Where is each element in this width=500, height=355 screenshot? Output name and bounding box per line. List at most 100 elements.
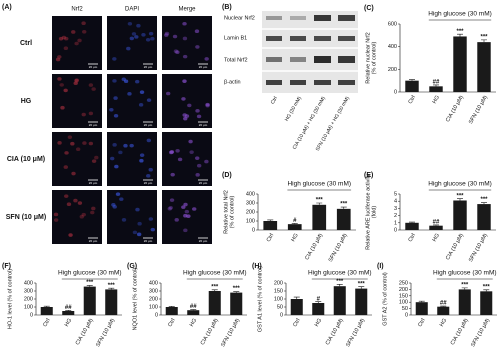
panel-label: (D) [222,172,232,179]
x-tick-label: Ctrl [408,95,417,105]
scale-bar-label: 20 μm [144,181,153,185]
scale-bar-label: 20 μm [144,239,153,243]
error-bar [461,287,468,290]
cell [141,32,146,37]
x-tick-label: HG [432,233,441,243]
x-tick-label: CIA (10 μM) [304,233,324,262]
y-tick-label: 400 [246,191,255,197]
row-label: Ctrl [20,40,32,47]
cell [129,36,135,41]
cell [88,111,94,116]
cell [169,198,175,202]
bar [477,204,491,230]
error-bar [340,206,347,209]
cell [91,159,97,163]
bar [287,224,302,230]
cell [67,135,73,139]
cell [64,36,69,41]
bar [429,86,443,92]
panel-label: (A) [2,4,12,11]
x-tick-label: Ctrl [417,318,426,328]
bar [415,302,428,315]
cell [172,34,178,39]
cell [109,107,114,112]
error-bar [315,301,322,303]
significance-label: *** [456,193,464,199]
error-bar [233,291,240,293]
cell [53,218,59,222]
cell [182,21,187,26]
y-tick-label: 100 [24,304,33,310]
cell [79,214,84,219]
cell [146,174,151,178]
scale-bar-label: 20 μm [199,181,208,185]
band [338,36,355,41]
cell [64,151,69,155]
x-tick-label: SFN (10 μM) [468,233,489,264]
y-tick-label: 0 [280,312,283,318]
cell [148,167,153,172]
micrograph [52,132,102,186]
cell [63,88,68,93]
cell [188,139,193,144]
y-axis-label: Relative nuclear Nrf2 [365,32,371,83]
cell [205,102,210,107]
annotation: High glucose (30 mM) [183,270,247,277]
cell [134,35,139,39]
y-axis-label: (fold) [371,206,377,219]
cell [132,230,138,235]
error-bar [433,84,439,87]
error-bar [86,285,93,287]
cell [205,103,210,108]
cell [183,116,188,121]
bar [437,306,450,315]
band-label: Total Nrf2 [224,57,248,63]
bar [312,204,327,230]
micrograph [52,16,102,70]
micrograph [107,74,157,128]
cell [71,30,76,34]
band [290,57,306,62]
error-bar [481,39,487,43]
y-tick-label: 0 [394,89,397,95]
y-axis-label: (% of control) [229,195,235,228]
cell [129,143,134,148]
cell [131,32,137,36]
y-tick-label: 100 [274,296,283,302]
cell [121,77,126,82]
y-tick-label: 250 [399,280,408,286]
y-tick-label: 200 [24,296,33,302]
x-tick-label: SFN (10 μM) [470,318,491,349]
blot-bands [266,15,355,85]
cell [91,87,96,91]
significance-label: *** [456,29,464,35]
cell [112,143,117,147]
significance-label: *** [108,283,116,289]
panel-label: (C) [364,5,374,12]
scale-bar-label: 20 μm [199,123,208,127]
cell [182,54,188,59]
y-axis-label: (% of control) [371,41,377,74]
bar [355,288,368,315]
y-axis-label: GST A2 (% of control) [382,272,388,326]
x-tick-label: CIA (10 μM) [445,95,465,124]
bar [83,286,96,315]
bar [336,208,351,230]
cell [169,150,175,154]
cell [136,23,141,28]
bar [480,291,493,315]
x-tick-label: CIA (10 μM) [445,233,465,262]
x-tick-label: SFN (10 μM) [328,233,349,264]
annotation: High glucose (30 mM) [433,270,497,277]
error-bar [483,289,490,292]
column-header: Merge [178,7,196,13]
significance-label: *** [336,279,344,285]
annotation: High glucose (30 mM) [428,11,492,18]
cell [127,21,133,26]
cell [77,38,82,43]
x-tick-label: HG [64,318,73,328]
error-bar [418,300,425,303]
lane-label: Ctrl [270,96,279,106]
